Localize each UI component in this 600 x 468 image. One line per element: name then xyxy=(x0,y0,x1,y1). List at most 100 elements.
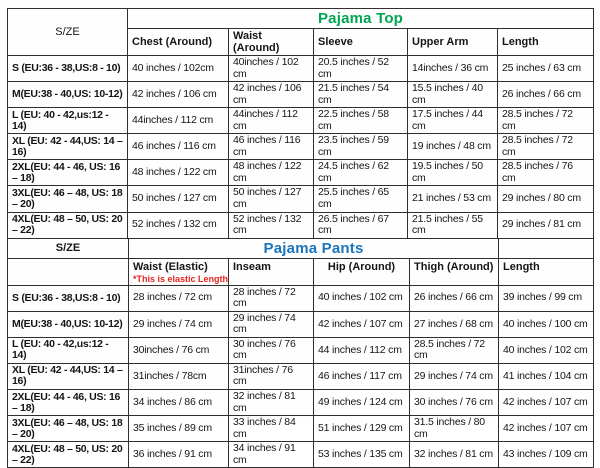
measurement-cell: 28.5 inches / 72 cm xyxy=(496,107,595,135)
size-label: 3XL(EU: 46 – 48, US: 18 – 20) xyxy=(7,185,128,213)
measurement-cell: 53 inches / 135 cm xyxy=(313,441,410,468)
size-label: 2XL(EU: 44 - 46, US: 16 – 18) xyxy=(7,159,128,187)
column-header: Hip (Around) xyxy=(313,257,410,286)
measurement-cell: 24.5 inches / 62 cm xyxy=(313,159,408,187)
measurement-cell: 31inches / 78cm xyxy=(128,362,229,391)
size-label: L (EU: 40 - 42,us:12 - 14) xyxy=(7,336,129,364)
measurement-cell: 20.5 inches / 52 cm xyxy=(313,54,408,83)
size-label: XL (EU: 42 - 44,US: 14 – 16) xyxy=(7,362,129,391)
column-header: Chest (Around) xyxy=(127,28,229,56)
measurement-cell: 26 inches / 66 cm xyxy=(496,81,595,109)
measurement-cell: 28.5 inches / 72 cm xyxy=(496,133,595,161)
measurement-cell: 49 inches / 124 cm xyxy=(313,389,410,417)
measurement-cell: 21.5 inches / 55 cm xyxy=(407,211,498,239)
size-label: S (EU:36 - 38,US:8 - 10) xyxy=(7,284,129,312)
measurement-cell: 40 inches / 102 cm xyxy=(498,336,595,364)
column-header: Waist (Elastic) *This is elastic Length xyxy=(128,257,229,286)
measurement-cell: 28.5 inches / 72 cm xyxy=(408,336,500,364)
column-header-label: Sleeve xyxy=(318,36,353,48)
pajama-pants-table: S/ZE Pajama Pants Waist (Elastic) *This i… xyxy=(7,237,595,468)
table-row: 2XL(EU: 44 - 46, US: 16 – 18) 48 inches /… xyxy=(7,159,595,187)
measurement-cell: 52 inches / 132 cm xyxy=(127,211,229,239)
column-header-label: Inseam xyxy=(233,260,271,273)
table-row: 3XL(EU: 46 – 48, US: 18 – 20) 50 inches /… xyxy=(7,185,595,213)
measurement-cell: 27 inches / 68 cm xyxy=(408,310,500,338)
measurement-cell: 34 inches / 91 cm xyxy=(228,441,314,468)
measurement-cell: 30 inches / 76 cm xyxy=(408,389,500,417)
measurement-cell: 17.5 inches / 44 cm xyxy=(407,107,498,135)
column-header-label: Length xyxy=(503,260,540,273)
column-header: Waist (Around) xyxy=(228,28,314,56)
measurement-cell: 29 inches / 74 cm xyxy=(408,362,500,391)
measurement-cell: 43 inches / 109 cm xyxy=(498,441,595,468)
measurement-cell: 29 inches / 80 cm xyxy=(496,185,595,213)
size-column-header-top: S/ZE xyxy=(7,8,128,56)
pajama-pants-title-row: S/ZE Pajama Pants xyxy=(7,237,595,259)
measurement-cell: 50 inches / 127 cm xyxy=(228,185,314,213)
table-row: S (EU:36 - 38,US:8 - 10) 40 inches / 102c… xyxy=(7,54,595,83)
size-label: 4XL(EU: 48 – 50, US: 20 – 22) xyxy=(7,211,128,239)
measurement-cell: 30 inches / 76 cm xyxy=(228,336,314,364)
measurement-cell: 28 inches / 72 cm xyxy=(228,284,314,312)
measurement-cell: 29 inches / 81 cm xyxy=(496,211,595,239)
column-header-label: Length xyxy=(502,36,539,48)
size-column-header-pants: S/ZE xyxy=(7,237,129,259)
pajama-top-table: S/ZE Pajama Top Chest (Around) Waist (Aro… xyxy=(7,8,595,239)
table-row: XL (EU: 42 - 44,US: 14 – 16) 46 inches / … xyxy=(7,133,595,161)
table-row: L (EU: 40 - 42,us:12 - 14) 30inches / 76 … xyxy=(7,336,595,364)
size-label: M(EU:38 - 40,US: 10-12) xyxy=(7,310,129,338)
measurement-cell: 19.5 inches / 50 cm xyxy=(407,159,498,187)
pajama-top-header-row: Chest (Around) Waist (Around) Sleeve Upper … xyxy=(8,28,595,56)
measurement-cell: 42 inches / 107 cm xyxy=(313,310,410,338)
column-header: Length xyxy=(496,28,595,56)
measurement-cell: 32 inches / 81 cm xyxy=(408,441,500,468)
column-header: Sleeve xyxy=(313,28,408,56)
measurement-cell: 44 inches / 112 cm xyxy=(313,336,410,364)
measurement-cell: 46 inches / 117 cm xyxy=(313,362,410,391)
pajama-top-title-row: S/ZE Pajama Top xyxy=(7,8,595,56)
empty-cell xyxy=(498,237,595,259)
measurement-cell: 46 inches / 116 cm xyxy=(228,133,314,161)
column-header-label: Waist (Elastic) xyxy=(133,260,208,273)
measurement-cell: 23.5 inches / 59 cm xyxy=(313,133,408,161)
measurement-cell: 32 inches / 81 cm xyxy=(228,389,314,417)
measurement-cell: 48 inches / 122 cm xyxy=(127,159,229,187)
measurement-cell: 46 inches / 116 cm xyxy=(127,133,229,161)
measurement-cell: 41 inches / 104 cm xyxy=(498,362,595,391)
measurement-cell: 42 inches / 107 cm xyxy=(498,389,595,417)
measurement-cell: 42 inches / 106 cm xyxy=(228,81,314,109)
size-label: 2XL(EU: 44 - 46, US: 16 – 18) xyxy=(7,389,129,417)
table-row: M(EU:38 - 40,US: 10-12) 42 inches / 106 c… xyxy=(7,81,595,109)
size-label: S (EU:36 - 38,US:8 - 10) xyxy=(7,54,128,83)
measurement-cell: 50 inches / 127 cm xyxy=(127,185,229,213)
measurement-cell: 15.5 inches / 40 cm xyxy=(407,81,498,109)
measurement-cell: 40 inches / 102cm xyxy=(127,54,229,83)
measurement-cell: 21 inches / 53 cm xyxy=(407,185,498,213)
table-row: S (EU:36 - 38,US:8 - 10) 28 inches / 72 c… xyxy=(7,284,595,312)
column-header-label: Thigh (Around) xyxy=(414,260,494,273)
column-header: Upper Arm xyxy=(407,28,498,56)
table-row: L (EU: 40 - 42,us:12 - 14) 44inches / 112… xyxy=(7,107,595,135)
empty-cell xyxy=(7,257,129,286)
measurement-cell: 40 inches / 102 cm xyxy=(313,284,410,312)
measurement-cell: 26 inches / 66 cm xyxy=(408,284,500,312)
measurement-cell: 19 inches / 48 cm xyxy=(407,133,498,161)
size-label: 4XL(EU: 48 – 50, US: 20 – 22) xyxy=(7,441,129,468)
column-header-label: Chest (Around) xyxy=(132,36,213,48)
measurement-cell: 25 inches / 63 cm xyxy=(496,54,595,83)
column-header-label: Upper Arm xyxy=(412,36,469,48)
column-header: Inseam xyxy=(228,257,314,286)
measurement-cell: 40inches / 102 cm xyxy=(228,54,314,83)
measurement-cell: 40 inches / 100 cm xyxy=(498,310,595,338)
measurement-cell: 39 inches / 99 cm xyxy=(498,284,595,312)
size-label: XL (EU: 42 - 44,US: 14 – 16) xyxy=(7,133,128,161)
pajama-pants-header-row: Waist (Elastic) *This is elastic Length In… xyxy=(7,257,595,286)
measurement-cell: 42 inches / 106 cm xyxy=(127,81,229,109)
measurement-cell: 31inches / 76 cm xyxy=(228,362,314,391)
pajama-pants-title: Pajama Pants xyxy=(127,237,500,259)
column-header: Thigh (Around) xyxy=(408,257,500,286)
measurement-cell: 36 inches / 91 cm xyxy=(128,441,229,468)
table-row: XL (EU: 42 - 44,US: 14 – 16) 31inches / 7… xyxy=(7,362,595,391)
measurement-cell: 29 inches / 74 cm xyxy=(128,310,229,338)
measurement-cell: 52 inches / 132 cm xyxy=(228,211,314,239)
